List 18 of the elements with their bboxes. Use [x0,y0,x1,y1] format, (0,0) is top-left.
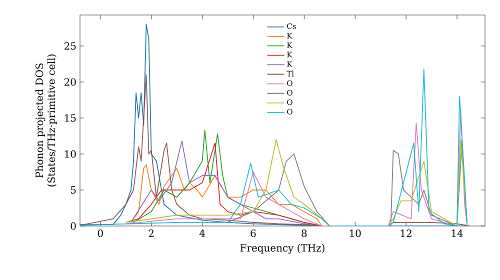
y-tick-label: 25 [64,42,76,50]
y-tick-label: 0 [70,222,76,230]
x-tick-label: 12 [400,230,412,237]
x-tick-label: 4 [199,230,205,237]
x-axis-title: Frequency (THz) [240,244,324,254]
x-tick-label: 2 [148,230,154,237]
y-tick-label: 20 [64,78,76,86]
y-tick-label: 5 [70,186,76,194]
y-tick-label: 10 [65,150,76,158]
x-tick-label: 0 [98,230,103,238]
line-series [130,164,322,226]
y-axis-title: Phonon projected DOS (States/THz·primitive cell) [35,54,57,186]
x-tick-label: 10 [350,230,361,238]
x-tick-label: 6 [250,230,256,238]
x-tick-label: 8 [302,230,307,238]
x-tick-label: 14 [452,230,463,237]
y-tick-label: 15 [65,114,76,122]
line-series [125,139,468,226]
